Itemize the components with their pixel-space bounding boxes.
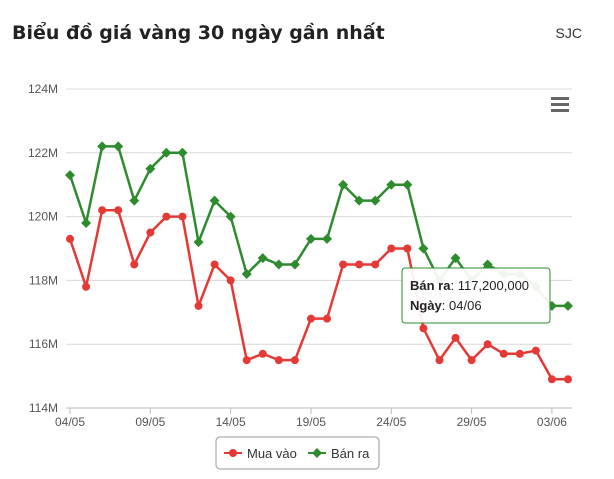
tooltip-sell-value: 117,200,000 xyxy=(458,278,529,293)
tooltip-sell-label: Bán ra xyxy=(410,278,451,293)
data-point-sell[interactable] xyxy=(257,253,268,264)
x-tick-label: 24/05 xyxy=(376,415,406,429)
series-line-sell xyxy=(68,145,568,308)
data-point-sell[interactable] xyxy=(225,211,236,222)
x-axis-ticks: 04/05 09/05 14/05 19/05 24/05 29/05 03/06 xyxy=(55,408,567,429)
data-point-buy[interactable] xyxy=(306,314,315,323)
data-point-buy[interactable] xyxy=(371,260,380,269)
data-point-sell[interactable] xyxy=(338,179,349,190)
data-point-buy[interactable] xyxy=(323,314,332,323)
data-point-buy[interactable] xyxy=(499,349,508,358)
data-point-sell[interactable] xyxy=(402,179,413,190)
tooltip-date-value: 04/06 xyxy=(449,298,482,313)
data-point-buy[interactable] xyxy=(162,212,171,221)
data-point-sell[interactable] xyxy=(370,195,381,206)
legend: Mua vào Bán ra xyxy=(215,436,380,470)
data-point-buy[interactable] xyxy=(387,244,396,253)
legend-item-sell[interactable]: Bán ra xyxy=(308,446,370,461)
data-point-sell[interactable] xyxy=(273,259,284,270)
data-point-sell[interactable] xyxy=(450,253,461,264)
x-tick-label: 14/05 xyxy=(216,415,246,429)
data-point-sell[interactable] xyxy=(209,195,220,206)
y-tick-label: 118M xyxy=(29,273,58,287)
data-point-buy[interactable] xyxy=(114,206,123,215)
data-point-buy[interactable] xyxy=(531,346,540,355)
data-point-buy[interactable] xyxy=(290,356,299,365)
tooltip: Bán ra: 117,200,000 Ngày: 04/06 xyxy=(401,267,551,324)
data-point-sell[interactable] xyxy=(81,217,92,228)
data-point-buy[interactable] xyxy=(435,356,444,365)
data-point-sell[interactable] xyxy=(289,259,300,270)
data-point-sell[interactable] xyxy=(241,269,252,280)
legend-label-sell: Bán ra xyxy=(331,446,370,461)
y-tick-label: 114M xyxy=(29,401,58,415)
data-point-buy[interactable] xyxy=(483,340,492,349)
data-point-buy[interactable] xyxy=(210,260,219,269)
data-point-sell[interactable] xyxy=(161,147,172,158)
legend-item-buy[interactable]: Mua vào xyxy=(224,446,297,461)
data-point-buy[interactable] xyxy=(66,234,75,243)
data-point-buy[interactable] xyxy=(242,356,251,365)
data-point-buy[interactable] xyxy=(467,356,476,365)
data-point-sell[interactable] xyxy=(386,179,397,190)
data-point-sell[interactable] xyxy=(305,233,316,244)
data-point-sell[interactable] xyxy=(97,141,108,152)
data-point-sell[interactable] xyxy=(354,195,365,206)
data-point-sell[interactable] xyxy=(322,233,333,244)
data-point-sell[interactable] xyxy=(145,163,156,174)
brand-label: SJC xyxy=(555,25,582,41)
menu-icon[interactable] xyxy=(550,95,570,113)
data-point-sell[interactable] xyxy=(482,259,493,270)
data-point-buy[interactable] xyxy=(403,244,412,253)
data-point-sell[interactable] xyxy=(418,243,429,254)
data-point-buy[interactable] xyxy=(355,260,364,269)
data-point-buy[interactable] xyxy=(146,228,155,237)
y-tick-label: 124M xyxy=(28,82,58,96)
x-tick-label: 03/06 xyxy=(537,415,567,429)
data-point-buy[interactable] xyxy=(274,356,283,365)
data-point-sell[interactable] xyxy=(193,237,204,248)
x-tick-label: 04/05 xyxy=(55,415,85,429)
data-point-buy[interactable] xyxy=(339,260,348,269)
y-tick-label: 116M xyxy=(29,337,58,351)
data-point-buy[interactable] xyxy=(451,333,460,342)
chart-title: Biểu đồ giá vàng 30 ngày gần nhất xyxy=(12,22,385,44)
legend-label-buy: Mua vào xyxy=(247,446,297,461)
data-point-buy[interactable] xyxy=(130,260,139,269)
data-point-buy[interactable] xyxy=(194,301,203,310)
data-point-buy[interactable] xyxy=(178,212,187,221)
data-point-sell[interactable] xyxy=(113,141,124,152)
y-axis-ticks: 114M 116M 118M 120M 122M 124M xyxy=(28,82,58,415)
data-point-sell[interactable] xyxy=(562,300,573,311)
data-point-buy[interactable] xyxy=(563,375,572,384)
y-tick-label: 120M xyxy=(28,210,58,224)
y-tick-label: 122M xyxy=(28,146,58,160)
data-point-buy[interactable] xyxy=(226,276,235,285)
data-point-buy[interactable] xyxy=(98,206,107,215)
data-point-sell[interactable] xyxy=(129,195,140,206)
tooltip-date-label: Ngày xyxy=(410,298,443,313)
data-point-buy[interactable] xyxy=(82,282,91,291)
x-tick-label: 09/05 xyxy=(135,415,165,429)
data-point-buy[interactable] xyxy=(515,349,524,358)
data-point-buy[interactable] xyxy=(419,324,428,333)
svg-text:Bán ra: 117,200,000: Bán ra: 117,200,000 xyxy=(410,278,529,293)
data-point-buy[interactable] xyxy=(258,349,267,358)
x-tick-label: 29/05 xyxy=(457,415,487,429)
data-point-buy[interactable] xyxy=(547,375,556,384)
data-point-sell[interactable] xyxy=(177,147,188,158)
data-point-sell[interactable] xyxy=(65,170,76,181)
x-tick-label: 19/05 xyxy=(296,415,326,429)
svg-text:Ngày: 04/06: Ngày: 04/06 xyxy=(410,298,482,313)
series-group xyxy=(65,141,573,384)
